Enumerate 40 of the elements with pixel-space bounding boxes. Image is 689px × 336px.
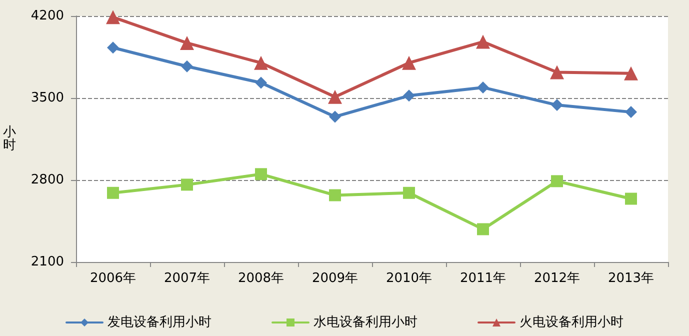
point xyxy=(477,223,489,236)
point xyxy=(329,189,341,202)
x-tick-label: 2007年 xyxy=(164,271,210,286)
point xyxy=(106,10,120,24)
point xyxy=(550,65,564,80)
point xyxy=(107,42,119,54)
point xyxy=(625,192,637,205)
x-tick-label: 2013年 xyxy=(608,271,654,286)
point xyxy=(107,186,119,199)
point xyxy=(329,110,341,123)
point xyxy=(477,81,489,94)
y-axis-title: 小时 xyxy=(3,125,16,153)
point xyxy=(254,56,268,70)
y-tick-label: 2800 xyxy=(30,172,64,188)
point xyxy=(551,175,563,188)
point xyxy=(403,90,415,102)
point xyxy=(624,66,638,80)
point xyxy=(403,186,415,199)
point xyxy=(402,56,416,70)
y-tick-label: 4200 xyxy=(30,8,64,24)
point xyxy=(551,99,563,112)
x-tick-label: 2012年 xyxy=(534,271,580,286)
legend-label: 发电设备利用小时 xyxy=(108,315,212,330)
y-tick-label: 3500 xyxy=(30,90,64,106)
point xyxy=(181,178,193,191)
point xyxy=(328,90,342,104)
x-tick-label: 2006年 xyxy=(90,271,136,286)
y-tick-label: 2100 xyxy=(30,254,64,270)
x-tick-label: 2009年 xyxy=(312,271,358,286)
point xyxy=(255,76,267,89)
point xyxy=(476,34,490,49)
point xyxy=(625,106,637,118)
legend-label: 水电设备利用小时 xyxy=(314,315,418,330)
point xyxy=(255,168,267,180)
x-tick-label: 2008年 xyxy=(238,271,284,286)
legend-label: 火电设备利用小时 xyxy=(520,315,624,330)
point xyxy=(181,60,193,72)
x-tick-label: 2011年 xyxy=(460,271,506,286)
point xyxy=(180,36,194,50)
x-tick-label: 2010年 xyxy=(386,271,432,286)
